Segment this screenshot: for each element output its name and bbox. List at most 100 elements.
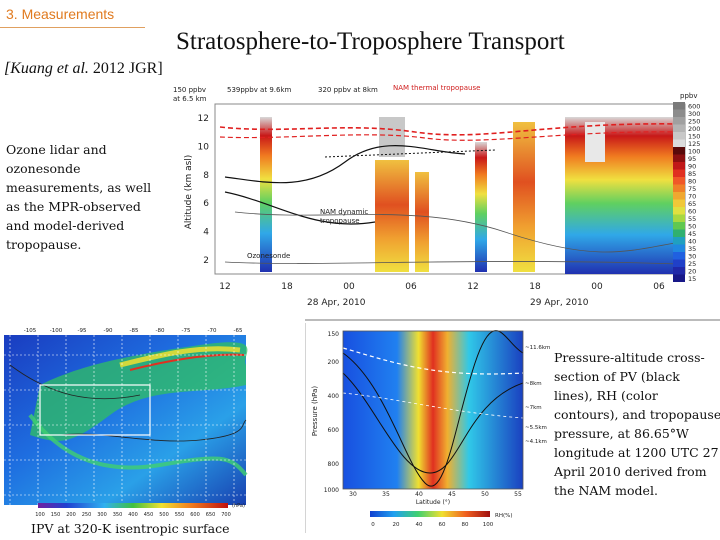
- ipv-colorbar-tick: 300: [97, 512, 107, 518]
- colorbar-swatch: [673, 169, 685, 177]
- pv-right-label: ~8km: [525, 381, 542, 387]
- colorbar-swatch: [673, 237, 685, 245]
- rh-colorbar-ticks: 0 20 40 60 80 100: [371, 522, 493, 528]
- pv-x-tick: 55: [514, 491, 522, 498]
- pv-contour: [342, 372, 524, 474]
- dynamic-tropopause-line: [224, 145, 466, 184]
- colorbar-tick: 600: [688, 103, 700, 111]
- lidar-y-tick: 8: [203, 171, 209, 181]
- annotation-nam-thermal: NAM thermal tropopause: [393, 84, 480, 92]
- lidar-column: [375, 160, 409, 272]
- colorbar-tick: 80: [688, 178, 696, 186]
- colorbar-tick: 95: [688, 155, 696, 163]
- ipv-highlight-box: [39, 384, 151, 436]
- thermal-tropopause-line: [219, 123, 681, 136]
- lidar-column-top: [379, 117, 405, 157]
- pv-right-label: ~11.6km: [525, 345, 550, 351]
- ipv-colorbar: [38, 503, 228, 508]
- citation-journal: 2012 JGR]: [92, 60, 163, 77]
- lidar-y-tick: 4: [203, 228, 209, 238]
- pv-y-tick: 150: [328, 331, 340, 338]
- lidar-column: [260, 117, 272, 272]
- colorbar-tick: 20: [688, 268, 696, 276]
- pv-x-tick: 45: [448, 491, 456, 498]
- ipv-top-tick: -90: [104, 328, 113, 334]
- tropopause-pressure-line: [342, 347, 524, 375]
- section-underline: [0, 27, 145, 28]
- pv-y-tick: 1000: [324, 487, 339, 494]
- lidar-colorbar: 6003002502001501251009590858075706560555…: [673, 102, 700, 283]
- colorbar-swatch: [673, 192, 685, 200]
- lidar-y-tick: 2: [203, 256, 209, 266]
- annotation-320ppbv: 320 ppbv at 8km: [318, 86, 378, 94]
- lidar-ylabel: Altitude (km asl): [184, 155, 194, 230]
- lidar-y-tick: 6: [203, 199, 209, 209]
- pv-section-svg: Pressure (hPa) Latitude (°) 150200400600…: [305, 323, 550, 533]
- citation-author: [Kuang et al.: [4, 60, 89, 77]
- ipv-colorbar-tick: 250: [82, 512, 92, 518]
- ipv-colorbar-tick: 700: [221, 512, 231, 518]
- dynamic-tropopause-line: [224, 191, 376, 225]
- ipv-colorbar-tick: 200: [66, 512, 76, 518]
- colorbar-tick: 30: [688, 253, 696, 261]
- lidar-x-tick: 00: [591, 282, 603, 292]
- colorbar-tick: 100: [688, 148, 700, 156]
- ipv-map-svg: -105 -100 -95 -90 -85 -80 -75 -70 -65 100 150 200 2…: [0, 325, 260, 523]
- lidar-column: [415, 172, 429, 272]
- pv-right-labels: ~11.6km ~8km ~7km ~5.5km ~4.1km: [525, 345, 550, 445]
- pv-section-figure: Pressure (hPa) Latitude (°) 150 200 400 600…: [305, 323, 553, 533]
- colorbar-swatch: [673, 102, 685, 110]
- lidar-figure-svg: 150 ppbv at 6.5 km 539ppbv at 9.6km 320 …: [173, 84, 720, 321]
- pv-plot-frame: [342, 330, 524, 490]
- rh-colorbar-tick: 0: [371, 522, 375, 528]
- colorbar-swatch: [673, 214, 685, 222]
- pv-x-tick: 50: [481, 491, 489, 498]
- pv-y-tick: 600: [328, 427, 340, 434]
- colorbar-tick: 60: [688, 208, 696, 216]
- contour-line: [224, 261, 681, 265]
- lidar-x-tick: 06: [405, 282, 417, 292]
- tropopause-pressure-line: [342, 392, 524, 419]
- colorbar-tick: 70: [688, 193, 696, 201]
- colorbar-tick: 50: [688, 223, 696, 231]
- lidar-column: [475, 142, 487, 272]
- lidar-column-gap: [585, 122, 605, 162]
- colorbar-tick: 300: [688, 110, 700, 118]
- colorbar-swatch: [673, 139, 685, 147]
- rh-colorbar-tick: 20: [393, 522, 400, 528]
- pv-x-tick: 35: [382, 491, 390, 498]
- lidar-x-tick: 06: [653, 282, 665, 292]
- annotation-6-5km: at 6.5 km: [173, 95, 207, 103]
- pv-right-label: ~7km: [525, 405, 542, 411]
- ipv-caption: IPV at 320-K isentropic surface: [31, 521, 230, 536]
- section-label: 3. Measurements: [6, 6, 115, 22]
- ipv-grid: [4, 335, 246, 505]
- colorbar-swatch: [673, 229, 685, 237]
- ipv-top-tick: -105: [24, 328, 37, 334]
- lidar-caption: Ozone lidar and ozonesonde measurements,…: [6, 142, 152, 252]
- pv-caption: Pressure-altitude cross-section of PV (b…: [554, 350, 720, 498]
- ipv-colorbar-ticks: 100 150 200 250 300 350 400 450 500 550 600 650 700: [35, 512, 231, 518]
- colorbar-tick: 90: [688, 163, 696, 171]
- rh-colorbar-tick: 60: [439, 522, 446, 528]
- ipv-colorbar-tick: 500: [159, 512, 169, 518]
- ipv-colorbar-tick: 350: [113, 512, 123, 518]
- colorbar-tick: 65: [688, 200, 696, 208]
- coastline: [9, 364, 141, 400]
- lidar-x-ticks: 12 18 00 06 12 18 00 06: [219, 282, 665, 292]
- date-label-28apr: 28 Apr, 2010: [307, 298, 366, 308]
- ipv-streamer: [119, 346, 241, 368]
- thermal-tropopause-line: [219, 131, 681, 141]
- annotation-539ppbv: 539ppbv at 9.6km: [227, 86, 292, 94]
- colorbar-swatch: [673, 252, 685, 260]
- rh-colorbar-tick: 40: [416, 522, 423, 528]
- ipv-top-tick: -85: [130, 328, 139, 334]
- lidar-column: [565, 117, 683, 274]
- ipv-streamer: [129, 353, 245, 371]
- annotation-nam-dynamic: NAM dynamic: [320, 208, 368, 216]
- ipv-colorbar-tick: 550: [175, 512, 185, 518]
- colorbar-tick: 40: [688, 238, 696, 246]
- pv-right-label: ~5.5km: [525, 425, 547, 431]
- ipv-top-tick: -80: [156, 328, 165, 334]
- colorbar-swatch: [673, 109, 685, 117]
